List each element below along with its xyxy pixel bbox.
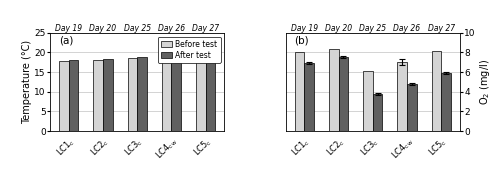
Text: LC5$_\mathregular{c}$: LC5$_\mathregular{c}$ xyxy=(191,135,214,159)
Bar xyxy=(432,52,441,131)
Text: Day 27: Day 27 xyxy=(192,24,219,33)
Y-axis label: Temperature (°C): Temperature (°C) xyxy=(22,40,32,124)
Text: LC3$_\mathregular{c}$: LC3$_\mathregular{c}$ xyxy=(122,135,146,159)
Text: (b): (b) xyxy=(294,36,309,46)
Text: LC4$_\mathregular{cw}$: LC4$_\mathregular{cw}$ xyxy=(154,135,180,162)
Bar xyxy=(206,58,215,131)
Bar xyxy=(407,84,416,131)
Bar xyxy=(69,60,78,131)
Bar xyxy=(128,58,137,131)
Text: LC4$_\mathregular{cw}$: LC4$_\mathregular{cw}$ xyxy=(389,135,416,162)
Text: LC3$_\mathregular{c}$: LC3$_\mathregular{c}$ xyxy=(358,135,382,159)
Text: Day 20: Day 20 xyxy=(325,24,352,33)
Text: Day 19: Day 19 xyxy=(56,24,82,33)
Text: LC5$_\mathregular{c}$: LC5$_\mathregular{c}$ xyxy=(426,135,450,159)
Legend: Before test, After test: Before test, After test xyxy=(158,37,220,63)
Text: LC2$_\mathregular{c}$: LC2$_\mathregular{c}$ xyxy=(88,135,112,159)
Bar xyxy=(162,59,172,131)
Bar xyxy=(172,59,181,131)
Bar xyxy=(94,60,103,131)
Text: Day 26: Day 26 xyxy=(158,24,185,33)
Bar xyxy=(59,61,69,131)
Text: LC1$_\mathregular{c}$: LC1$_\mathregular{c}$ xyxy=(54,135,78,159)
Text: Day 25: Day 25 xyxy=(124,24,151,33)
Text: LC2$_\mathregular{c}$: LC2$_\mathregular{c}$ xyxy=(324,135,347,159)
Y-axis label: O$_2$ (mg/l): O$_2$ (mg/l) xyxy=(478,59,492,105)
Bar xyxy=(373,94,382,131)
Bar xyxy=(398,62,407,131)
Bar xyxy=(295,52,304,131)
Bar xyxy=(338,57,348,131)
Text: Day 19: Day 19 xyxy=(291,24,318,33)
Text: Day 20: Day 20 xyxy=(90,24,117,33)
Text: Day 25: Day 25 xyxy=(359,24,386,33)
Text: (a): (a) xyxy=(58,36,73,46)
Text: LC1$_\mathregular{c}$: LC1$_\mathregular{c}$ xyxy=(290,135,313,159)
Bar xyxy=(329,49,338,131)
Text: Day 26: Day 26 xyxy=(394,24,420,33)
Bar xyxy=(196,59,205,131)
Bar xyxy=(304,63,314,131)
Text: Day 27: Day 27 xyxy=(428,24,454,33)
Bar xyxy=(103,59,113,131)
Bar xyxy=(441,73,451,131)
Bar xyxy=(137,57,147,131)
Bar xyxy=(363,71,373,131)
